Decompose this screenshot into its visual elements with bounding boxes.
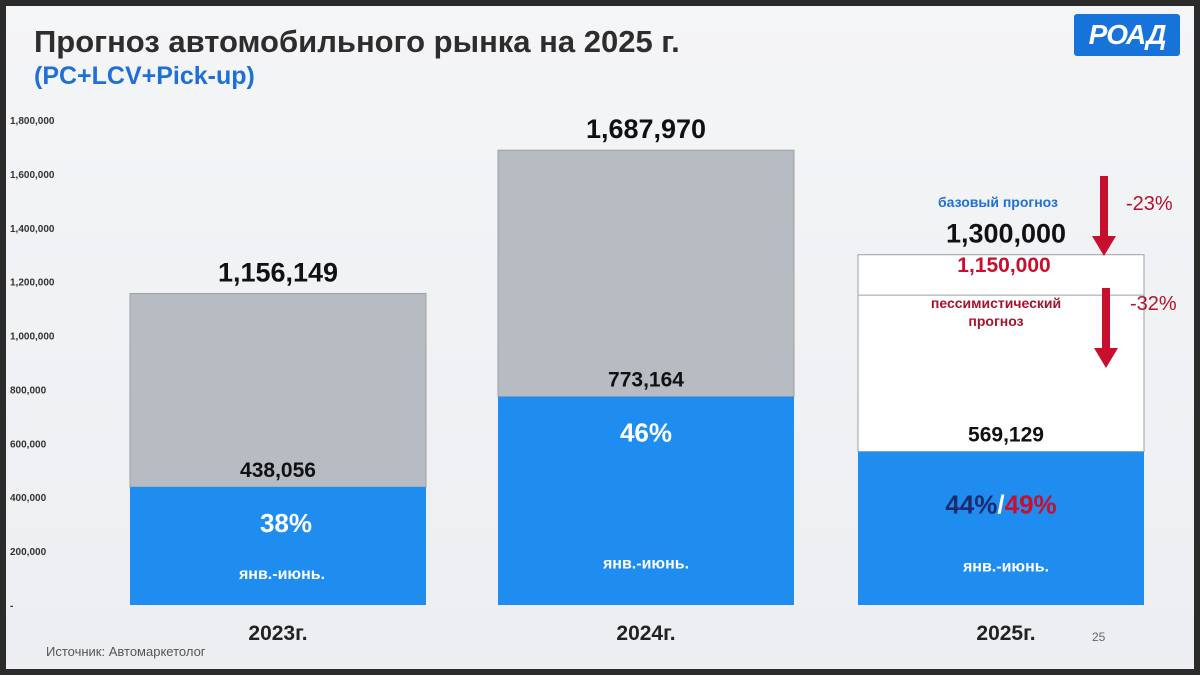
base-drop-arrow-head bbox=[1092, 236, 1116, 256]
first-half-bar bbox=[498, 396, 794, 605]
base-drop-arrow-shaft bbox=[1100, 176, 1108, 238]
source-note: Источник: Автомаркетолог bbox=[46, 644, 206, 659]
full-year-bar bbox=[497, 149, 795, 398]
pessimistic-value-label: 1,150,000 bbox=[957, 254, 1050, 277]
full-year-bar bbox=[129, 292, 427, 488]
first-half-value-label: 438,056 bbox=[240, 459, 316, 482]
slide-subtitle: (PC+LCV+Pick-up) bbox=[34, 62, 255, 90]
y-tick-label: - bbox=[10, 601, 13, 612]
y-tick-label: 1,000,000 bbox=[10, 332, 55, 343]
first-half-bar bbox=[130, 486, 426, 605]
category-label: 2025г. bbox=[976, 622, 1035, 645]
total-value-label: 1,156,149 bbox=[218, 257, 338, 287]
y-tick-label: 200,000 bbox=[10, 547, 47, 558]
road-logo: РОАД bbox=[1074, 14, 1180, 56]
share-2025-label: 44%/49% bbox=[945, 490, 1056, 520]
period-label: янв.-июнь. bbox=[962, 559, 1049, 576]
first-half-value-label: 773,164 bbox=[608, 369, 684, 392]
page-number: 25 bbox=[1092, 630, 1106, 644]
first-half-value-label: 569,129 bbox=[968, 424, 1044, 447]
y-tick-label: 1,200,000 bbox=[10, 278, 55, 289]
pessimistic-drop-arrow-shaft bbox=[1102, 288, 1110, 350]
category-label: 2024г. bbox=[616, 622, 675, 645]
share-label: 46% bbox=[620, 418, 672, 448]
total-value-label: 1,687,970 bbox=[586, 114, 706, 144]
y-tick-label: 1,800,000 bbox=[10, 116, 55, 127]
pessimistic-change-label: -32% bbox=[1130, 293, 1177, 315]
period-label: янв.-июнь. bbox=[238, 566, 325, 583]
y-tick-label: 1,400,000 bbox=[10, 224, 55, 235]
base-forecast-note: базовый прогноз bbox=[938, 194, 1058, 210]
pessimistic-note-line2: прогноз bbox=[968, 313, 1023, 329]
y-tick-label: 1,600,000 bbox=[10, 170, 55, 181]
y-tick-label: 800,000 bbox=[10, 385, 47, 396]
category-label: 2023г. bbox=[248, 622, 307, 645]
y-tick-label: 600,000 bbox=[10, 439, 47, 450]
share-label: 38% bbox=[260, 508, 312, 538]
pessimistic-drop-arrow-head bbox=[1094, 348, 1118, 368]
pessimistic-note-line1: пессимистический bbox=[931, 295, 1061, 311]
y-tick-label: 400,000 bbox=[10, 493, 47, 504]
share-separator: / bbox=[997, 490, 1004, 520]
slide-title: Прогноз автомобильного рынка на 2025 г. bbox=[34, 24, 680, 59]
base-change-label: -23% bbox=[1126, 193, 1173, 215]
period-label: янв.-июнь. bbox=[602, 556, 689, 573]
forecast-box bbox=[857, 254, 1145, 453]
share-base: 44% bbox=[945, 490, 997, 520]
share-pessimistic: 49% bbox=[1005, 490, 1057, 520]
first-half-bar bbox=[858, 451, 1144, 605]
total-value-label: 1,300,000 bbox=[946, 219, 1066, 249]
